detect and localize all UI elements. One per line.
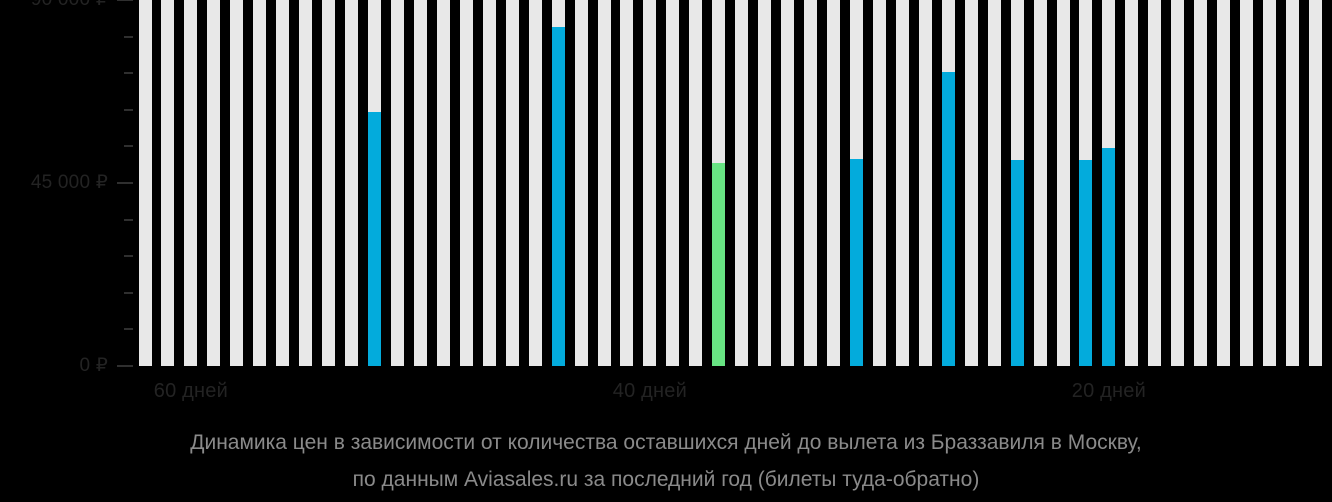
bar-track bbox=[781, 0, 795, 366]
bar-track bbox=[574, 0, 588, 366]
bar-track bbox=[1056, 0, 1070, 366]
bar-track bbox=[436, 0, 450, 366]
bar-value[interactable] bbox=[849, 158, 863, 366]
bar-track bbox=[758, 0, 772, 366]
bar-track bbox=[1286, 0, 1299, 366]
bar-value[interactable] bbox=[1079, 160, 1093, 366]
bar-value[interactable] bbox=[712, 162, 726, 366]
bar-track bbox=[987, 0, 1001, 366]
y-tick-minor bbox=[124, 291, 133, 294]
bar-track bbox=[345, 0, 359, 366]
bar-track bbox=[276, 0, 290, 366]
chart-caption: Динамика цен в зависимости от количества… bbox=[0, 424, 1332, 498]
bar-track bbox=[918, 0, 932, 366]
y-tick-minor bbox=[124, 72, 133, 75]
bar-track bbox=[643, 0, 657, 366]
bar-track bbox=[390, 0, 404, 366]
y-tick-major bbox=[117, 0, 133, 1]
bar-value[interactable] bbox=[368, 112, 381, 366]
y-tick-major bbox=[117, 365, 133, 367]
y-tick-minor bbox=[124, 35, 133, 38]
x-axis-label: 60 дней bbox=[153, 380, 228, 402]
bar-track bbox=[413, 0, 427, 366]
y-tick-minor bbox=[124, 255, 133, 258]
bar-track bbox=[184, 0, 198, 366]
y-tick-major bbox=[117, 182, 133, 184]
y-axis-label: 90 000 ₽ bbox=[31, 0, 108, 11]
y-tick-minor bbox=[124, 108, 133, 111]
bar-value[interactable] bbox=[1102, 148, 1116, 366]
bar-track bbox=[299, 0, 313, 366]
bar-track bbox=[253, 0, 267, 366]
x-axis-label: 20 дней bbox=[1071, 380, 1146, 402]
bar-track bbox=[804, 0, 818, 366]
bar-value[interactable] bbox=[551, 26, 565, 366]
caption-line-1: Динамика цен в зависимости от количества… bbox=[190, 431, 1142, 454]
x-axis-label: 40 дней bbox=[612, 380, 687, 402]
y-axis-label: 0 ₽ bbox=[79, 355, 108, 376]
bar-track bbox=[1217, 0, 1231, 366]
bar-track bbox=[161, 0, 175, 366]
bar-track bbox=[322, 0, 336, 366]
bar-track bbox=[666, 0, 680, 366]
bar-track bbox=[872, 0, 886, 366]
bar-track bbox=[1125, 0, 1139, 366]
bar-track bbox=[207, 0, 221, 366]
y-axis-label: 45 000 ₽ bbox=[30, 172, 108, 193]
bar-track bbox=[138, 0, 152, 366]
bar-track bbox=[964, 0, 978, 366]
y-axis: 0 ₽ 45 000 ₽ 90 000 ₽ bbox=[0, 0, 138, 376]
bar-track bbox=[597, 0, 611, 366]
bar-track bbox=[895, 0, 909, 366]
bar-track bbox=[689, 0, 703, 366]
plot-area bbox=[138, 0, 1332, 366]
bar-track bbox=[230, 0, 244, 366]
bar-track bbox=[735, 0, 749, 366]
bar-track bbox=[620, 0, 634, 366]
y-tick-minor bbox=[124, 218, 133, 221]
bar-track bbox=[459, 0, 473, 366]
bar-value[interactable] bbox=[1010, 160, 1024, 366]
bar-track bbox=[1308, 0, 1322, 366]
bar-track bbox=[827, 0, 840, 366]
bar-value[interactable] bbox=[941, 72, 955, 366]
bar-track bbox=[528, 0, 542, 366]
bar-track bbox=[1194, 0, 1208, 366]
bar-track bbox=[1033, 0, 1047, 366]
bar-track bbox=[1263, 0, 1277, 366]
bar-track bbox=[482, 0, 496, 366]
y-tick-minor bbox=[124, 328, 133, 331]
bar-track bbox=[1171, 0, 1185, 366]
bar-track bbox=[505, 0, 519, 366]
bar-track bbox=[1240, 0, 1254, 366]
y-tick-minor bbox=[124, 145, 133, 148]
caption-line-2: по данным Aviasales.ru за последний год … bbox=[352, 468, 980, 491]
bar-track bbox=[1148, 0, 1162, 366]
